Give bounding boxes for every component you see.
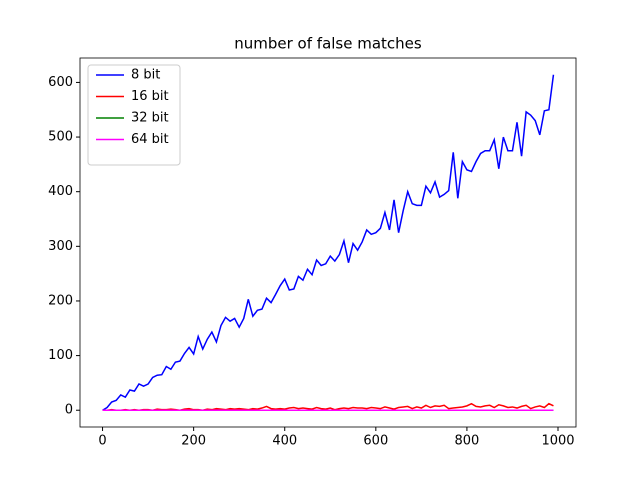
legend-label: 8 bit [131,68,160,83]
legend-label: 16 bit [131,89,169,104]
y-tick-label: 300 [48,239,73,254]
legend-label: 64 bit [131,132,169,147]
axes-frame [79,57,577,428]
series-line [102,74,555,411]
x-tick-label: 600 [363,434,388,449]
x-tick-label: 1000 [541,434,574,449]
y-tick-label: 200 [48,293,73,308]
y-tick-label: 0 [65,403,73,418]
x-tick-label: 0 [98,434,106,449]
x-tick-label: 400 [272,434,297,449]
y-tick-label: 600 [48,75,73,90]
y-tick-label: 500 [48,130,73,145]
x-tick-label: 800 [455,434,480,449]
y-tick-label: 400 [48,184,73,199]
legend-label: 32 bit [131,111,169,126]
y-tick-label: 100 [48,348,73,363]
x-tick-label: 200 [181,434,206,449]
chart-title: number of false matches [234,35,422,53]
